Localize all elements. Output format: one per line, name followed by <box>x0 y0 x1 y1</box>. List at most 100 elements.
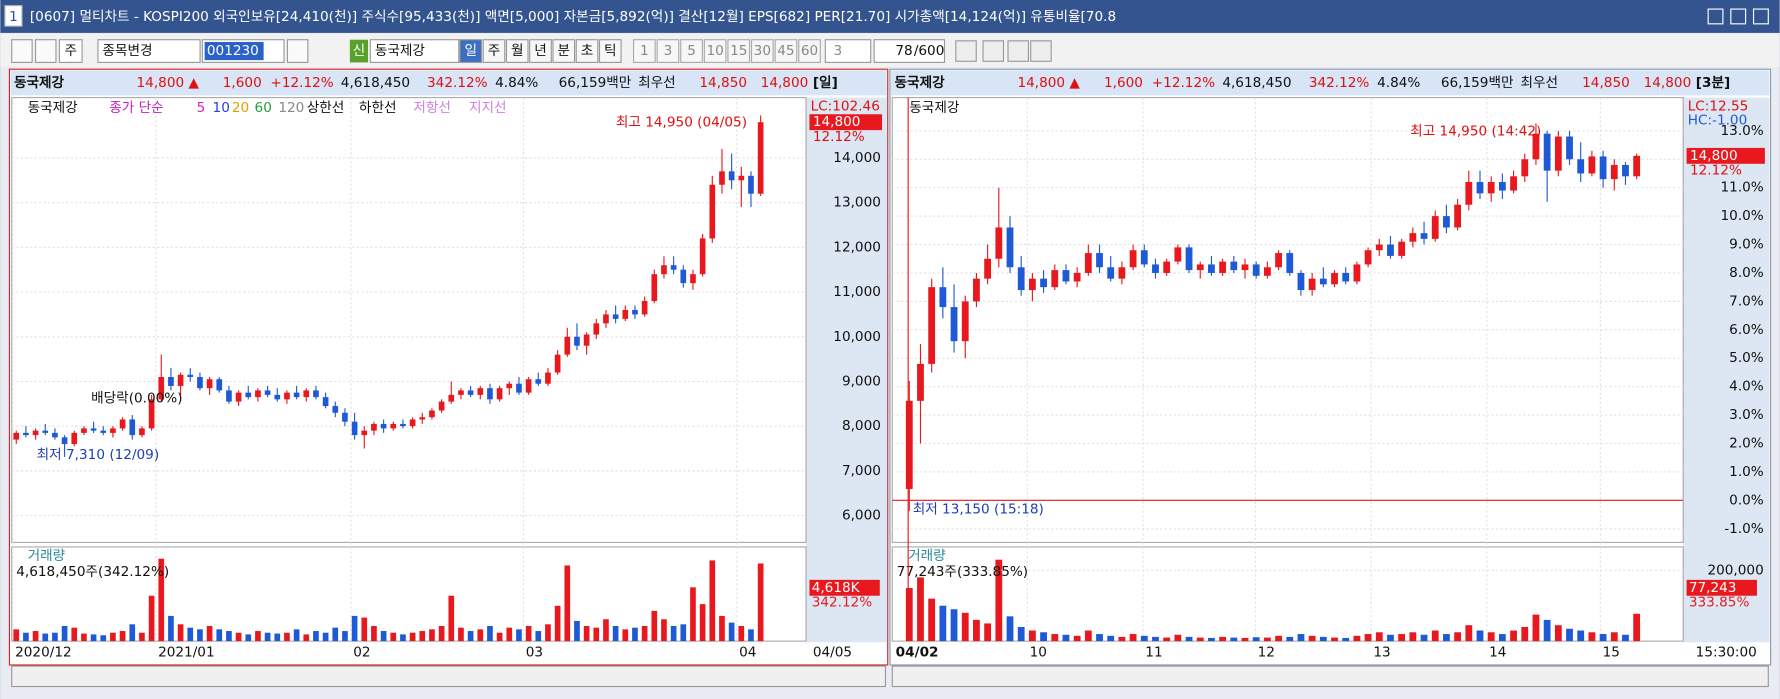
interval-button[interactable] <box>703 39 727 63</box>
candle-body <box>1331 272 1338 285</box>
candle-body <box>90 428 97 431</box>
tool-icon[interactable] <box>955 40 977 62</box>
candle-body <box>641 300 648 315</box>
search-button[interactable] <box>286 39 309 63</box>
volume-bar <box>1387 634 1394 642</box>
legend-item[interactable]: 지지선 <box>469 100 507 116</box>
candle-body <box>158 376 165 400</box>
period-button[interactable] <box>598 39 622 63</box>
volume-bar <box>928 598 936 642</box>
volume-bar <box>950 609 958 642</box>
period-button[interactable] <box>575 39 599 63</box>
stock-change[interactable] <box>97 39 201 63</box>
candle-body <box>1140 250 1148 265</box>
interval-button[interactable] <box>632 39 656 63</box>
candle-body <box>973 278 980 302</box>
volume-bar <box>612 625 619 642</box>
volume-bar <box>81 633 87 642</box>
period: 분 <box>557 43 570 59</box>
period-button[interactable] <box>529 39 552 63</box>
y-tick-label: 1.0% <box>1729 464 1764 480</box>
y-tick-label: 2.0% <box>1729 435 1764 451</box>
tool-icon[interactable] <box>982 40 1005 62</box>
volume-bar <box>1465 625 1473 642</box>
volume-bar <box>917 577 924 642</box>
legend-item[interactable]: 상한선 <box>307 100 345 116</box>
dividend-annotation: 배당락(0.00%) <box>91 390 182 406</box>
tool-icon[interactable] <box>1030 40 1052 62</box>
legend-item[interactable]: 동국제강 <box>28 100 79 116</box>
candle-body <box>81 428 87 433</box>
window-button[interactable] <box>1730 8 1747 25</box>
volume-bar <box>535 631 542 642</box>
volume-bar <box>506 627 513 642</box>
interval-button[interactable] <box>774 39 798 63</box>
candle-body <box>42 430 49 433</box>
legend-item[interactable]: 저항선 <box>413 100 451 116</box>
candle-body <box>574 336 580 346</box>
legend-item[interactable]: 60 <box>255 100 272 116</box>
stock-name-box[interactable] <box>369 39 460 63</box>
period: 일 <box>464 43 477 59</box>
candle-body <box>23 432 29 436</box>
tool-button[interactable] <box>11 39 33 63</box>
volume-bar <box>1084 630 1092 642</box>
scrollbar[interactable] <box>11 665 887 688</box>
tool-button[interactable] <box>34 39 57 63</box>
candle-body <box>139 428 145 436</box>
volume-bar <box>1062 634 1070 642</box>
candle-body <box>612 314 619 319</box>
candle-body <box>371 423 377 431</box>
interval: 1 <box>640 43 649 59</box>
interval-button[interactable] <box>656 39 680 63</box>
window-button[interactable] <box>1707 8 1724 25</box>
candle-body <box>525 379 532 393</box>
tool-icon[interactable] <box>1007 40 1030 62</box>
interval-button[interactable] <box>680 39 703 63</box>
candle-body <box>984 258 992 279</box>
info-field: 14,800 <box>1644 75 1692 91</box>
info-field: 66,159백만 <box>559 75 632 91</box>
unit-box[interactable] <box>824 39 872 63</box>
candle-body <box>1163 261 1171 273</box>
y-tick-label: 10.0% <box>1721 208 1764 224</box>
volume-bar <box>274 633 281 642</box>
candle-body <box>1599 156 1607 180</box>
interval-button[interactable] <box>798 39 821 63</box>
period-button[interactable] <box>482 39 506 63</box>
y-tick-label: 3.0% <box>1729 407 1764 423</box>
candle-body <box>1096 253 1103 268</box>
legend-item[interactable]: 동국제강 <box>909 100 960 116</box>
candle-body <box>1118 267 1126 279</box>
stock-change-label: 종목변경 <box>102 43 152 59</box>
legend-item[interactable]: 120 <box>278 100 304 116</box>
scrollbar[interactable] <box>891 665 1769 688</box>
candle-body <box>738 175 745 181</box>
volume-bar <box>438 625 445 642</box>
candle-body <box>995 227 1003 259</box>
legend-item[interactable]: 5 <box>197 100 206 116</box>
market-select[interactable] <box>58 39 83 63</box>
period-button[interactable] <box>459 39 483 63</box>
interval-button[interactable] <box>750 39 774 63</box>
candle-body <box>1521 159 1529 177</box>
volume-bar <box>477 629 484 642</box>
period-button[interactable] <box>552 39 576 63</box>
interval-button[interactable] <box>727 39 751 63</box>
code-selection <box>204 41 264 61</box>
count-box[interactable] <box>873 39 946 63</box>
legend-item[interactable]: 10 <box>213 100 230 116</box>
candle-body <box>71 432 78 445</box>
candle-body <box>1487 182 1495 194</box>
legend-item[interactable]: 하한선 <box>359 100 397 116</box>
candle-body <box>748 175 754 194</box>
last-volume: 4,618K <box>812 580 861 596</box>
info-field: 4.84% <box>1377 75 1420 91</box>
window-button[interactable] <box>1752 8 1769 25</box>
volume-bar <box>177 624 184 642</box>
period-button[interactable] <box>505 39 529 63</box>
legend-item[interactable]: 종가 단순 <box>109 100 163 116</box>
legend-item[interactable]: 20 <box>232 100 249 116</box>
period: 월 <box>511 43 524 59</box>
candle-body <box>1263 267 1271 276</box>
